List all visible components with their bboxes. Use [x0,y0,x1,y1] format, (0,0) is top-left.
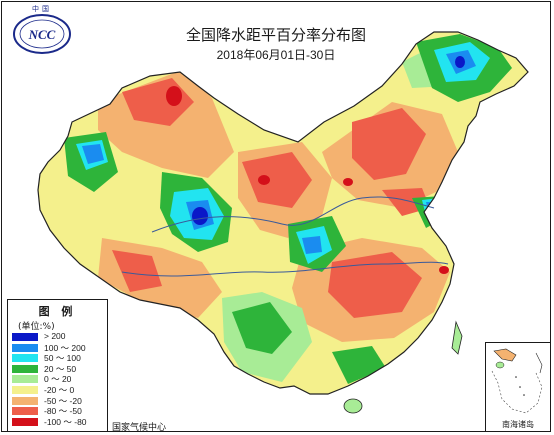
inset-map [491,348,543,414]
legend: 图 例 (单位:%) > 200 100 ～ 200 50 ～ 100 20 ～ 50… [7,299,108,431]
legend-swatch [12,354,38,363]
logo-caption: 中国 [32,5,52,13]
legend-item: -50 ～ -20 [12,396,107,407]
legend-unit: (单位:%) [18,322,55,332]
map-title: 全国降水距平百分率分布图 [185,26,366,44]
map-date-range: 2018年06月01日-30日 [216,48,336,62]
legend-label: > 200 [44,331,66,341]
precipitation-anomaly-map [37,31,529,414]
legend-swatch [12,407,38,416]
legend-title: 图 例 [38,305,77,318]
legend-label: -50 ～ -20 [44,395,82,406]
legend-item: -100 ～ -80 [12,417,107,428]
legend-item: > 200 [12,331,107,343]
legend-item: 50 ～ 100 [12,353,107,364]
legend-label: 50 ～ 100 [44,353,81,364]
legend-item: 100 ～ 200 [12,343,107,354]
south-china-sea-inset: 南海诸岛 [485,342,550,431]
legend-label: 100 ～ 200 [44,342,86,353]
legend-item: -80 ～ -50 [12,406,107,417]
legend-label: 0 ～ 20 [44,374,72,385]
ncc-logo: NCC [13,14,71,54]
legend-item: -20 ～ 0 [12,385,107,396]
legend-swatch [12,333,38,341]
legend-label: -80 ～ -50 [44,406,82,417]
legend-label: -100 ～ -80 [44,416,87,427]
legend-swatch [12,375,38,384]
legend-item: 20 ～ 50 [12,364,107,375]
svg-text:NCC: NCC [28,27,56,42]
legend-label: 20 ～ 50 [44,363,77,374]
legend-item: 0 ～ 20 [12,374,107,385]
legend-swatch [12,396,38,405]
source-credit: 国家气候中心 [112,423,167,432]
legend-swatch [12,343,38,352]
legend-swatch [12,364,38,373]
legend-swatch [12,385,38,394]
legend-label: -20 ～ 0 [44,384,75,395]
legend-swatch [12,417,38,426]
inset-label: 南海诸岛 [502,420,534,429]
